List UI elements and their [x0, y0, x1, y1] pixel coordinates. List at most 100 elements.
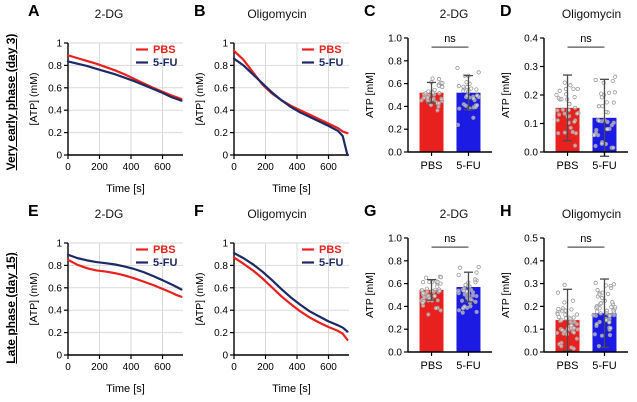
- svg-text:5-FU: 5-FU: [319, 257, 344, 269]
- svg-text:0.8: 0.8: [214, 261, 228, 272]
- bar-chart-2dg-day3: 0.0 0.2 0.4 0.6 0.8 1.0 ns PBS 5-FU ATP [mM]: [364, 33, 492, 172]
- svg-text:PBS: PBS: [557, 360, 579, 372]
- svg-text:PBS: PBS: [421, 360, 443, 372]
- svg-text:0.2: 0.2: [48, 328, 62, 339]
- panel-c: C 2-DG 0.0 0.2 0.4 0.6 0.8 1.0 ns PBS 5-FU ATP [m…: [362, 0, 498, 200]
- svg-text:[ATP] (mM): [ATP] (mM): [194, 73, 206, 126]
- svg-text:0.6: 0.6: [48, 83, 62, 94]
- svg-text:Time [s]: Time [s]: [106, 383, 145, 395]
- panel-b: B Oligomycin 0 0.2 0.4 0.6 0.8 1 0 200 400 600 PBS…: [192, 0, 362, 200]
- svg-text:400: 400: [123, 362, 140, 373]
- svg-text:0: 0: [65, 162, 71, 173]
- svg-text:ns: ns: [580, 233, 592, 245]
- row-label-late-phase: Late phase (day 15): [4, 252, 18, 364]
- svg-text:ns: ns: [444, 233, 456, 245]
- svg-text:0.4: 0.4: [388, 102, 402, 113]
- svg-text:0.2: 0.2: [524, 302, 538, 313]
- panel-letter-a: A: [28, 3, 40, 20]
- svg-text:0.6: 0.6: [388, 79, 402, 90]
- svg-text:0.3: 0.3: [524, 62, 538, 73]
- panel-letter-b: B: [194, 3, 206, 20]
- bar-chart-oligomycin-day3: 0.0 0.1 0.2 0.3 0.4 ns PBS 5-FU ATP [mM]: [500, 33, 628, 172]
- svg-text:5-FU: 5-FU: [592, 160, 617, 172]
- svg-text:0.5: 0.5: [524, 234, 538, 245]
- panel-title-b: Oligomycin: [247, 7, 307, 21]
- svg-text:0.1: 0.1: [524, 119, 538, 130]
- svg-text:0: 0: [222, 151, 228, 162]
- svg-text:Time [s]: Time [s]: [272, 183, 311, 195]
- svg-text:600: 600: [154, 162, 171, 173]
- svg-text:1.0: 1.0: [388, 34, 402, 45]
- svg-text:ns: ns: [444, 33, 456, 45]
- svg-text:0.6: 0.6: [48, 283, 62, 294]
- panel-title-a: 2-DG: [94, 7, 124, 21]
- svg-text:ATP [mM]: ATP [mM]: [500, 272, 512, 318]
- svg-text:600: 600: [320, 162, 337, 173]
- svg-text:0.1: 0.1: [524, 325, 538, 336]
- svg-text:1: 1: [222, 239, 228, 250]
- svg-text:0.8: 0.8: [388, 56, 402, 67]
- svg-text:5-FU: 5-FU: [319, 57, 344, 69]
- svg-text:1: 1: [222, 39, 228, 50]
- panel-g-header: G 2-DG: [362, 200, 498, 226]
- svg-text:PBS: PBS: [557, 160, 579, 172]
- svg-text:0: 0: [222, 351, 228, 362]
- svg-text:5-FU: 5-FU: [592, 360, 617, 372]
- panel-title-h: Oligomycin: [561, 207, 622, 221]
- svg-text:[ATP] (mM): [ATP] (mM): [28, 73, 40, 126]
- svg-text:0.6: 0.6: [214, 83, 228, 94]
- svg-text:0: 0: [56, 351, 62, 362]
- panel-a: A 2-DG 0 0.2 0.4 0.6 0.8 1 0 200 400 600 PBS 5-FU [A…: [26, 0, 192, 200]
- svg-text:0: 0: [65, 362, 71, 373]
- svg-text:0.4: 0.4: [388, 302, 402, 313]
- svg-text:0.4: 0.4: [524, 256, 538, 267]
- panel-f: F Oligomycin 0 0.2 0.4 0.6 0.8 1 0 200 400 600 PBS…: [192, 200, 362, 402]
- svg-text:[ATP] (mM): [ATP] (mM): [28, 273, 40, 326]
- svg-text:0: 0: [56, 151, 62, 162]
- panel-d: D Oligomycin 0.0 0.1 0.2 0.3 0.4 ns PBS 5-FU ATP…: [498, 0, 637, 200]
- panel-g: G 2-DG 0.0 0.2 0.4 0.6 0.8 1.0 ns PBS 5-FU ATP [m…: [362, 200, 498, 402]
- panel-title-e: 2-DG: [94, 207, 124, 221]
- panel-letter-c: C: [364, 3, 376, 20]
- svg-text:0.8: 0.8: [48, 261, 62, 272]
- svg-text:200: 200: [91, 362, 108, 373]
- svg-text:200: 200: [257, 162, 274, 173]
- svg-text:ns: ns: [580, 33, 592, 45]
- panel-title-g: 2-DG: [439, 207, 469, 221]
- panel-title-f: Oligomycin: [247, 207, 307, 221]
- svg-text:0.0: 0.0: [388, 148, 402, 159]
- svg-text:ATP [mM]: ATP [mM]: [364, 72, 376, 118]
- svg-text:5-FU: 5-FU: [456, 360, 481, 372]
- panel-title-d: Oligomycin: [561, 7, 622, 21]
- svg-text:600: 600: [154, 362, 171, 373]
- panel-letter-d: D: [500, 3, 512, 20]
- svg-text:0.0: 0.0: [388, 348, 402, 359]
- svg-text:PBS: PBS: [421, 160, 443, 172]
- svg-text:5-FU: 5-FU: [153, 257, 178, 269]
- svg-text:0: 0: [231, 162, 237, 173]
- svg-text:0.6: 0.6: [388, 279, 402, 290]
- svg-text:0.4: 0.4: [48, 306, 62, 317]
- panel-grid: A 2-DG 0 0.2 0.4 0.6 0.8 1 0 200 400 600 PBS 5-FU [A…: [26, 0, 637, 402]
- svg-text:0.2: 0.2: [214, 128, 228, 139]
- panel-letter-h: H: [500, 203, 512, 220]
- svg-text:0: 0: [231, 362, 237, 373]
- svg-text:400: 400: [289, 162, 306, 173]
- svg-text:ATP [mM]: ATP [mM]: [500, 72, 512, 118]
- panel-a-header: A 2-DG: [26, 0, 192, 26]
- svg-text:0.8: 0.8: [388, 256, 402, 267]
- svg-text:5-FU: 5-FU: [153, 57, 178, 69]
- panel-d-header: D Oligomycin: [498, 0, 637, 26]
- svg-text:5-FU: 5-FU: [456, 160, 481, 172]
- panel-letter-f: F: [194, 203, 204, 220]
- svg-text:PBS: PBS: [153, 244, 176, 256]
- svg-text:0.2: 0.2: [388, 125, 402, 136]
- svg-text:0.8: 0.8: [48, 61, 62, 72]
- panel-e: E 2-DG 0 0.2 0.4 0.6 0.8 1 0 200 400 600 PBS 5-FU [A…: [26, 200, 192, 402]
- svg-text:1.0: 1.0: [388, 234, 402, 245]
- svg-text:400: 400: [289, 362, 306, 373]
- svg-text:0.4: 0.4: [214, 306, 228, 317]
